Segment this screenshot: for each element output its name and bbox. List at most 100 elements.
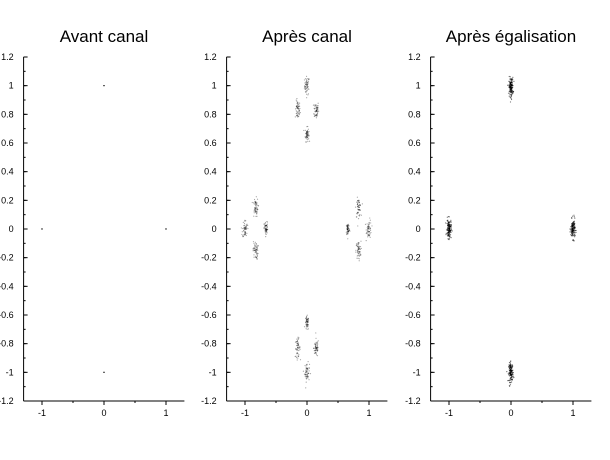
scatter-point — [304, 86, 306, 88]
scatter-point — [306, 84, 308, 86]
scatter-point — [307, 321, 309, 323]
scatter-point — [448, 238, 450, 241]
scatter-point — [298, 105, 301, 107]
scatter-point — [265, 228, 267, 230]
scatter-point — [347, 229, 349, 231]
scatter-point — [307, 86, 309, 88]
scatter-point — [346, 233, 348, 236]
scatter-point — [295, 99, 297, 101]
scatter-point — [306, 320, 309, 322]
scatter-point — [315, 346, 317, 348]
axes: 1.2 1 0.8 0.6 0.4 0.2 0 -0.2 -0.4 -0.6 -0.8 -1 -1.2 -… — [405, 52, 592, 418]
scatter-point — [306, 82, 308, 84]
scatter-point — [307, 317, 309, 319]
scatter-point — [256, 258, 258, 260]
scatter-point — [305, 378, 308, 380]
scatter-point — [256, 208, 258, 210]
scatter-point — [306, 131, 308, 133]
scatter-point — [306, 131, 308, 133]
scatter-point — [306, 134, 308, 136]
scatter-point — [357, 243, 359, 245]
scatter-point — [368, 235, 371, 237]
scatter-point — [447, 231, 450, 234]
scatter-point — [295, 105, 298, 107]
scatter-point — [348, 228, 351, 230]
scatter-point — [304, 85, 306, 87]
scatter-point — [254, 202, 256, 204]
y-tick-label: 0.8 — [1, 109, 14, 119]
scatter-point — [507, 84, 509, 86]
scatter-point — [257, 244, 259, 247]
scatter-point — [359, 248, 361, 250]
scatter-point — [360, 254, 362, 256]
scatter-point — [359, 204, 361, 206]
scatter-point — [295, 341, 297, 343]
scatter-point — [307, 140, 309, 143]
scatter-point — [265, 230, 267, 232]
scatter-point — [318, 110, 320, 112]
scatter-point — [369, 227, 371, 229]
scatter-point — [509, 79, 511, 81]
scatter-point — [243, 225, 245, 227]
scatter-point — [509, 361, 512, 363]
scatter-point — [347, 223, 349, 225]
scatter-point — [264, 233, 267, 235]
panel-title: Avant canal — [60, 27, 149, 46]
scatter-point — [358, 250, 360, 253]
scatter-point — [245, 226, 247, 228]
scatter-point — [358, 247, 360, 249]
scatter-point — [297, 107, 299, 109]
scatter-point — [305, 86, 307, 88]
scatter-point — [266, 230, 268, 233]
scatter-point — [367, 225, 369, 228]
scatter-point — [347, 230, 349, 232]
scatter-point — [358, 214, 360, 217]
scatter-point — [244, 227, 247, 229]
scatter-point — [305, 373, 307, 376]
scatter-point — [297, 342, 299, 345]
scatter-point — [313, 343, 316, 345]
scatter-point — [358, 206, 360, 208]
axes: 1.2 1 0.8 0.6 0.4 0.2 0 -0.2 -0.4 -0.6 -0.8 -1 -1.2 -… — [0, 52, 185, 418]
scatter-point — [512, 76, 514, 78]
scatter-point — [253, 209, 255, 211]
scatter-point — [266, 229, 268, 231]
scatter-point — [306, 322, 308, 324]
scatter-point — [254, 203, 256, 205]
scatter-point — [298, 102, 301, 104]
scatter-point — [299, 346, 301, 348]
scatter-point — [314, 345, 317, 347]
scatter-point — [317, 343, 319, 345]
scatter-point — [256, 209, 258, 211]
scatter-point — [347, 238, 349, 240]
scatter-point — [307, 79, 310, 81]
scatter-point — [307, 321, 309, 324]
scatter-point — [569, 231, 571, 233]
scatter-point — [254, 249, 256, 252]
y-tick-label: -1.2 — [0, 396, 14, 406]
scatter-point — [357, 249, 359, 251]
scatter-point — [347, 225, 349, 227]
scatter-point — [357, 245, 359, 247]
scatter-point — [306, 367, 308, 369]
scatter-point — [314, 104, 316, 106]
scatter-point — [305, 317, 307, 320]
scatter-point — [315, 110, 317, 113]
scatter-point — [356, 204, 359, 206]
scatter-point — [307, 82, 309, 84]
scatter-point — [317, 102, 319, 104]
scatter-point — [509, 384, 512, 386]
scatter-point — [305, 318, 308, 320]
scatter-point — [358, 200, 360, 202]
scatter-point — [255, 202, 257, 204]
scatter-point — [448, 223, 450, 225]
scatter-point — [572, 235, 574, 237]
scatter-point — [306, 328, 308, 330]
scatter-point — [305, 328, 307, 330]
y-tick-label: 0.2 — [204, 195, 217, 205]
scatter-point — [243, 234, 245, 236]
scatter-point — [306, 126, 308, 128]
scatter-point — [297, 103, 299, 105]
scatter-point — [254, 246, 256, 248]
scatter-point — [347, 232, 349, 235]
